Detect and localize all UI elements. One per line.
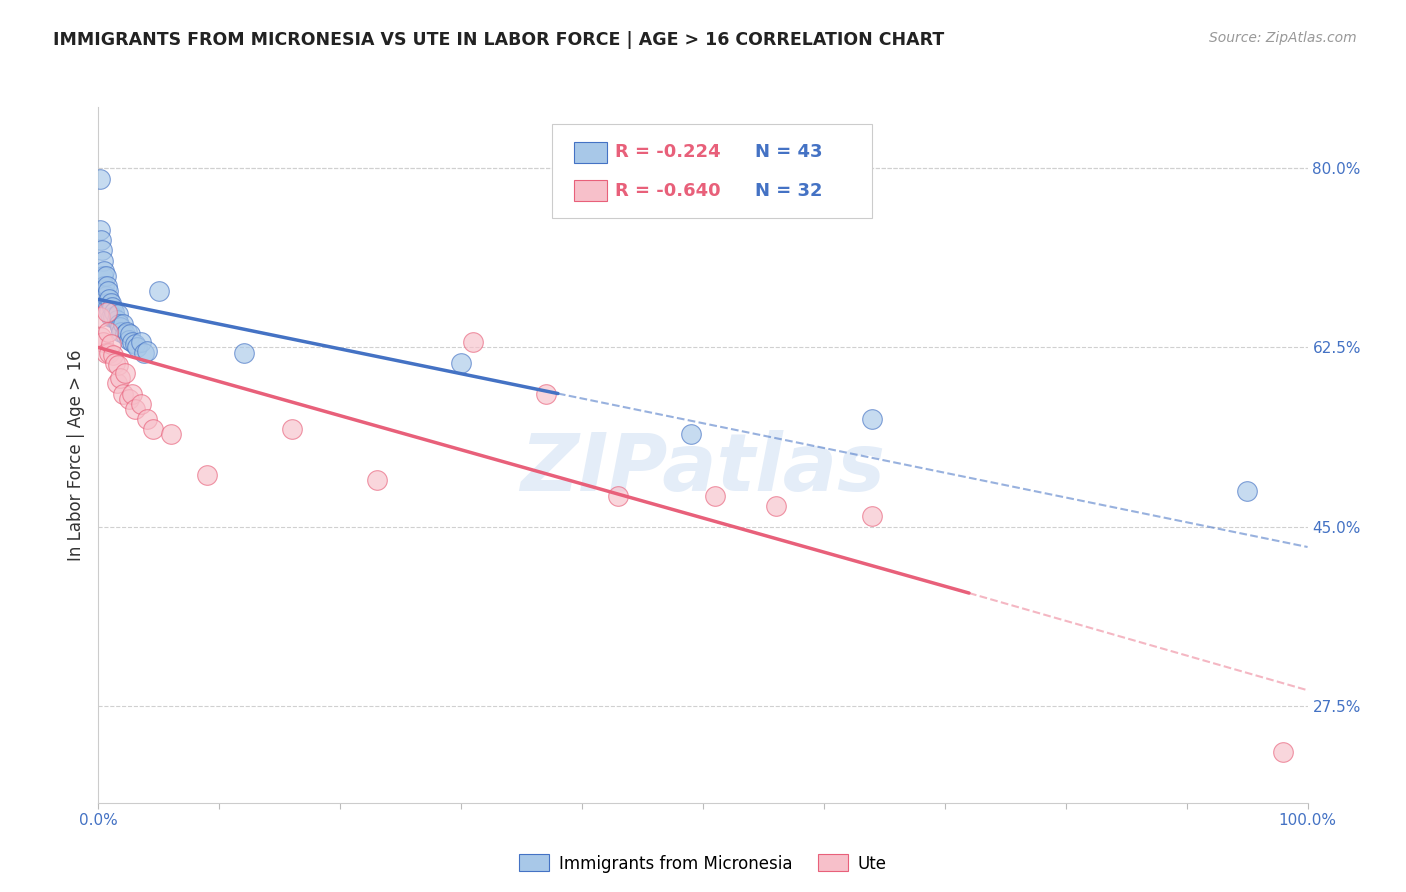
Point bbox=[860, 412, 883, 426]
Point bbox=[1236, 483, 1258, 498]
Point bbox=[91, 335, 114, 350]
Point bbox=[148, 284, 170, 298]
Text: R = -0.224: R = -0.224 bbox=[614, 144, 720, 161]
Point bbox=[93, 264, 115, 278]
Point bbox=[114, 366, 136, 380]
Text: N = 32: N = 32 bbox=[755, 182, 823, 200]
Point bbox=[97, 325, 120, 339]
Point bbox=[96, 296, 118, 310]
Point bbox=[100, 310, 122, 324]
Point bbox=[90, 330, 112, 344]
Point bbox=[860, 509, 883, 524]
Point bbox=[232, 345, 254, 359]
Point bbox=[108, 317, 131, 331]
Point bbox=[100, 337, 122, 351]
Point bbox=[118, 334, 141, 348]
Point bbox=[463, 335, 485, 350]
Point bbox=[142, 422, 165, 436]
Point bbox=[100, 296, 122, 310]
Point bbox=[98, 345, 121, 359]
Point bbox=[104, 356, 127, 370]
Point bbox=[1272, 745, 1295, 759]
Point bbox=[111, 317, 134, 331]
Point bbox=[135, 412, 157, 426]
Point bbox=[679, 427, 702, 442]
Point bbox=[100, 300, 122, 314]
Point bbox=[160, 427, 183, 442]
Point bbox=[127, 341, 149, 355]
Point bbox=[89, 223, 111, 237]
Point bbox=[103, 304, 125, 318]
Point bbox=[107, 358, 129, 372]
Point bbox=[118, 327, 141, 342]
Point bbox=[107, 307, 129, 321]
Point bbox=[366, 474, 388, 488]
Point bbox=[134, 345, 156, 359]
Point bbox=[105, 313, 128, 327]
Point bbox=[114, 327, 136, 342]
Point bbox=[111, 386, 134, 401]
Point bbox=[195, 468, 218, 483]
Point bbox=[94, 268, 117, 283]
Point bbox=[607, 489, 630, 503]
Point bbox=[94, 289, 117, 303]
FancyBboxPatch shape bbox=[551, 124, 872, 219]
Point bbox=[124, 401, 146, 416]
Point bbox=[129, 397, 152, 411]
Point bbox=[704, 489, 727, 503]
Point bbox=[98, 304, 121, 318]
Y-axis label: In Labor Force | Age > 16: In Labor Force | Age > 16 bbox=[66, 349, 84, 561]
Point bbox=[97, 300, 120, 314]
Point bbox=[91, 253, 114, 268]
Point bbox=[101, 348, 124, 362]
Point bbox=[124, 337, 146, 351]
Point bbox=[101, 310, 124, 324]
Point bbox=[765, 499, 787, 513]
Point bbox=[129, 335, 152, 350]
Point bbox=[121, 386, 143, 401]
Point bbox=[450, 356, 472, 370]
Point bbox=[90, 233, 112, 247]
Point bbox=[534, 386, 557, 401]
Point bbox=[108, 320, 131, 334]
Text: ZIPatlas: ZIPatlas bbox=[520, 430, 886, 508]
Text: N = 43: N = 43 bbox=[755, 144, 823, 161]
Text: IMMIGRANTS FROM MICRONESIA VS UTE IN LABOR FORCE | AGE > 16 CORRELATION CHART: IMMIGRANTS FROM MICRONESIA VS UTE IN LAB… bbox=[53, 31, 945, 49]
Point bbox=[96, 304, 118, 318]
Text: R = -0.640: R = -0.640 bbox=[614, 182, 720, 200]
Point bbox=[97, 284, 120, 298]
FancyBboxPatch shape bbox=[574, 180, 607, 201]
Point bbox=[89, 171, 111, 186]
Point bbox=[91, 268, 114, 283]
Point bbox=[108, 371, 131, 385]
Legend: Immigrants from Micronesia, Ute: Immigrants from Micronesia, Ute bbox=[513, 847, 893, 880]
Point bbox=[110, 325, 132, 339]
Point bbox=[135, 343, 157, 358]
Point bbox=[121, 335, 143, 350]
Text: Source: ZipAtlas.com: Source: ZipAtlas.com bbox=[1209, 31, 1357, 45]
Point bbox=[98, 293, 121, 307]
Point bbox=[117, 325, 139, 339]
Point bbox=[96, 279, 118, 293]
Point bbox=[89, 310, 111, 324]
Point bbox=[91, 244, 114, 258]
Point bbox=[105, 376, 128, 391]
FancyBboxPatch shape bbox=[574, 142, 607, 162]
Point bbox=[118, 392, 141, 406]
Point bbox=[93, 279, 115, 293]
Point bbox=[281, 422, 304, 436]
Point bbox=[94, 345, 117, 359]
